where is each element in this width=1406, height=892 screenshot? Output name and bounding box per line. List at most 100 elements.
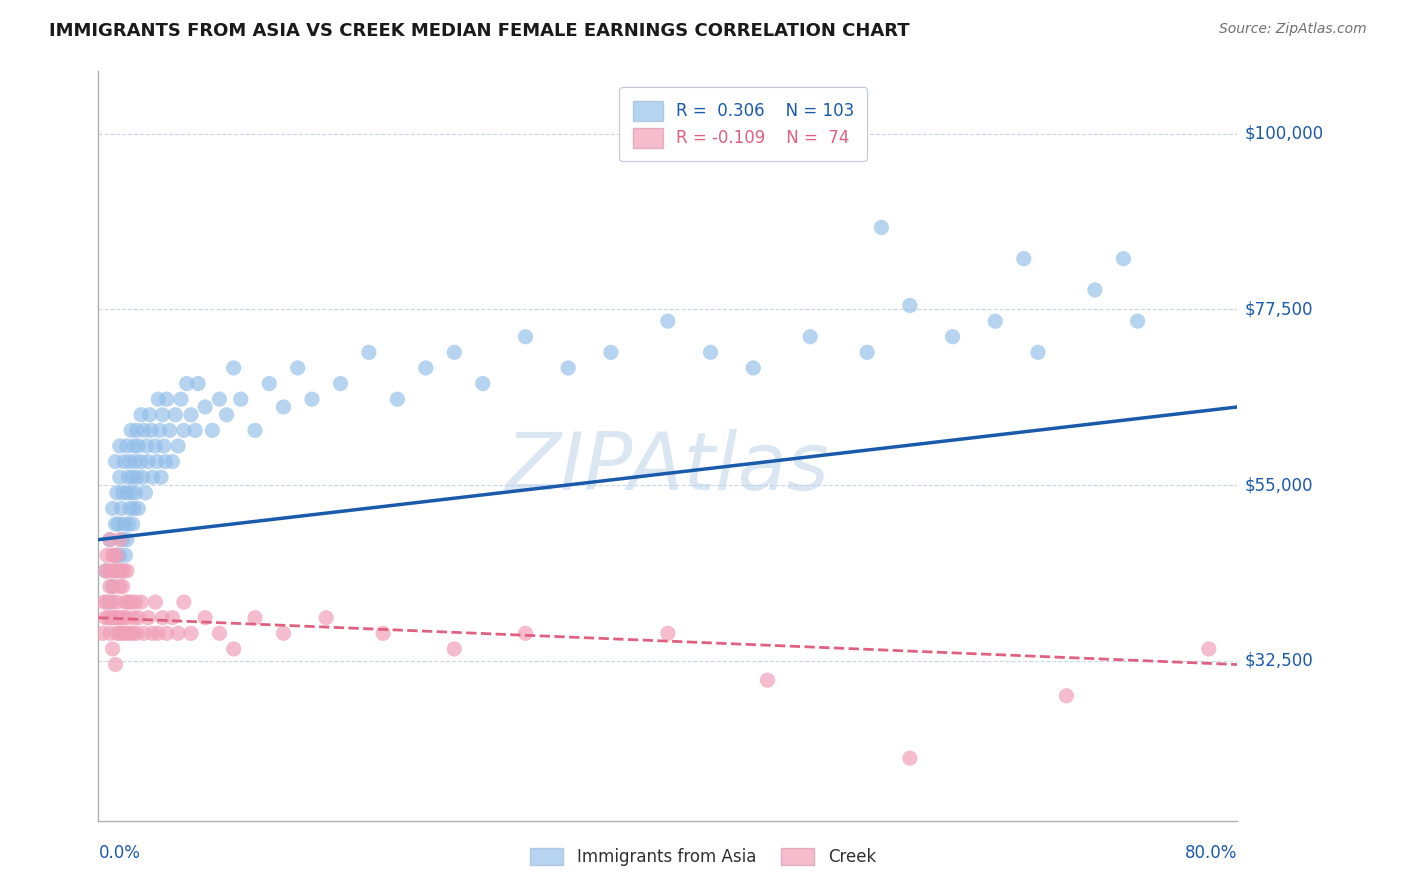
Point (657, 626, 679, 640)
Point (146, 455, 169, 469)
Text: IMMIGRANTS FROM ASIA VS CREEK MEDIAN FEMALE EARNINGS CORRELATION CHART: IMMIGRANTS FROM ASIA VS CREEK MEDIAN FEM… (49, 22, 910, 40)
Point (208, 626, 231, 640)
Point (122, 611, 145, 625)
Point (115, 611, 138, 625)
Point (162, 611, 184, 625)
Point (108, 439, 131, 453)
Point (141, 626, 163, 640)
Point (110, 564, 132, 578)
Point (125, 626, 148, 640)
Point (184, 424, 207, 438)
Point (117, 517, 139, 532)
Point (180, 626, 202, 640)
Point (120, 595, 142, 609)
Point (94, 564, 117, 578)
Point (105, 626, 128, 640)
Point (110, 611, 132, 625)
Point (180, 408, 202, 422)
Point (657, 314, 679, 328)
Point (120, 485, 142, 500)
Point (187, 376, 209, 391)
Point (115, 485, 138, 500)
Point (699, 345, 721, 359)
Point (98, 580, 121, 594)
Point (152, 611, 174, 625)
Point (103, 548, 125, 563)
Point (329, 376, 352, 391)
Point (114, 548, 136, 563)
Point (108, 470, 131, 484)
Point (357, 345, 380, 359)
Point (243, 424, 266, 438)
Point (387, 392, 409, 407)
Point (101, 642, 124, 657)
Point (96, 548, 118, 563)
Point (107, 611, 129, 625)
Point (159, 424, 181, 438)
Point (156, 626, 179, 640)
Point (173, 595, 195, 609)
Point (136, 611, 159, 625)
Point (112, 564, 135, 578)
Point (471, 376, 494, 391)
Point (117, 595, 139, 609)
Point (114, 595, 136, 609)
Point (170, 392, 193, 407)
Legend: R =  0.306    N = 103, R = -0.109    N =  74: R = 0.306 N = 103, R = -0.109 N = 74 (619, 87, 868, 161)
Point (273, 626, 295, 640)
Point (167, 626, 190, 640)
Point (898, 751, 921, 765)
Point (162, 455, 184, 469)
Text: 80.0%: 80.0% (1185, 844, 1237, 862)
Point (101, 580, 124, 594)
Point (127, 611, 149, 625)
Point (108, 533, 131, 547)
Point (132, 626, 155, 640)
Point (110, 564, 132, 578)
Point (215, 408, 238, 422)
Point (1026, 345, 1049, 359)
Point (153, 439, 176, 453)
Point (118, 626, 141, 640)
Point (118, 455, 141, 469)
Text: $32,500: $32,500 (1244, 652, 1313, 670)
Text: $100,000: $100,000 (1244, 125, 1323, 143)
Point (107, 517, 129, 532)
Point (557, 361, 579, 376)
Point (1084, 283, 1107, 297)
Text: $77,500: $77,500 (1244, 301, 1313, 318)
Point (150, 470, 173, 484)
Point (173, 424, 195, 438)
Point (194, 611, 217, 625)
Point (129, 455, 152, 469)
Point (373, 626, 395, 640)
Point (124, 455, 146, 469)
Legend: Immigrants from Asia, Creek: Immigrants from Asia, Creek (522, 840, 884, 875)
Point (301, 392, 323, 407)
Point (148, 626, 170, 640)
Point (1126, 314, 1149, 328)
Point (104, 564, 127, 578)
Point (98, 626, 121, 640)
Point (443, 642, 465, 657)
Point (167, 439, 190, 453)
Point (108, 626, 131, 640)
Point (98, 533, 121, 547)
Point (105, 485, 128, 500)
Point (1056, 689, 1078, 703)
Point (112, 455, 135, 469)
Point (155, 455, 177, 469)
Point (243, 611, 266, 625)
Point (156, 392, 179, 407)
Point (229, 392, 252, 407)
Point (135, 439, 157, 453)
Point (129, 408, 152, 422)
Point (942, 330, 965, 344)
Point (122, 501, 145, 516)
Point (443, 345, 465, 359)
Point (108, 548, 131, 563)
Point (515, 330, 537, 344)
Point (96, 595, 118, 609)
Point (141, 470, 163, 484)
Point (259, 376, 281, 391)
